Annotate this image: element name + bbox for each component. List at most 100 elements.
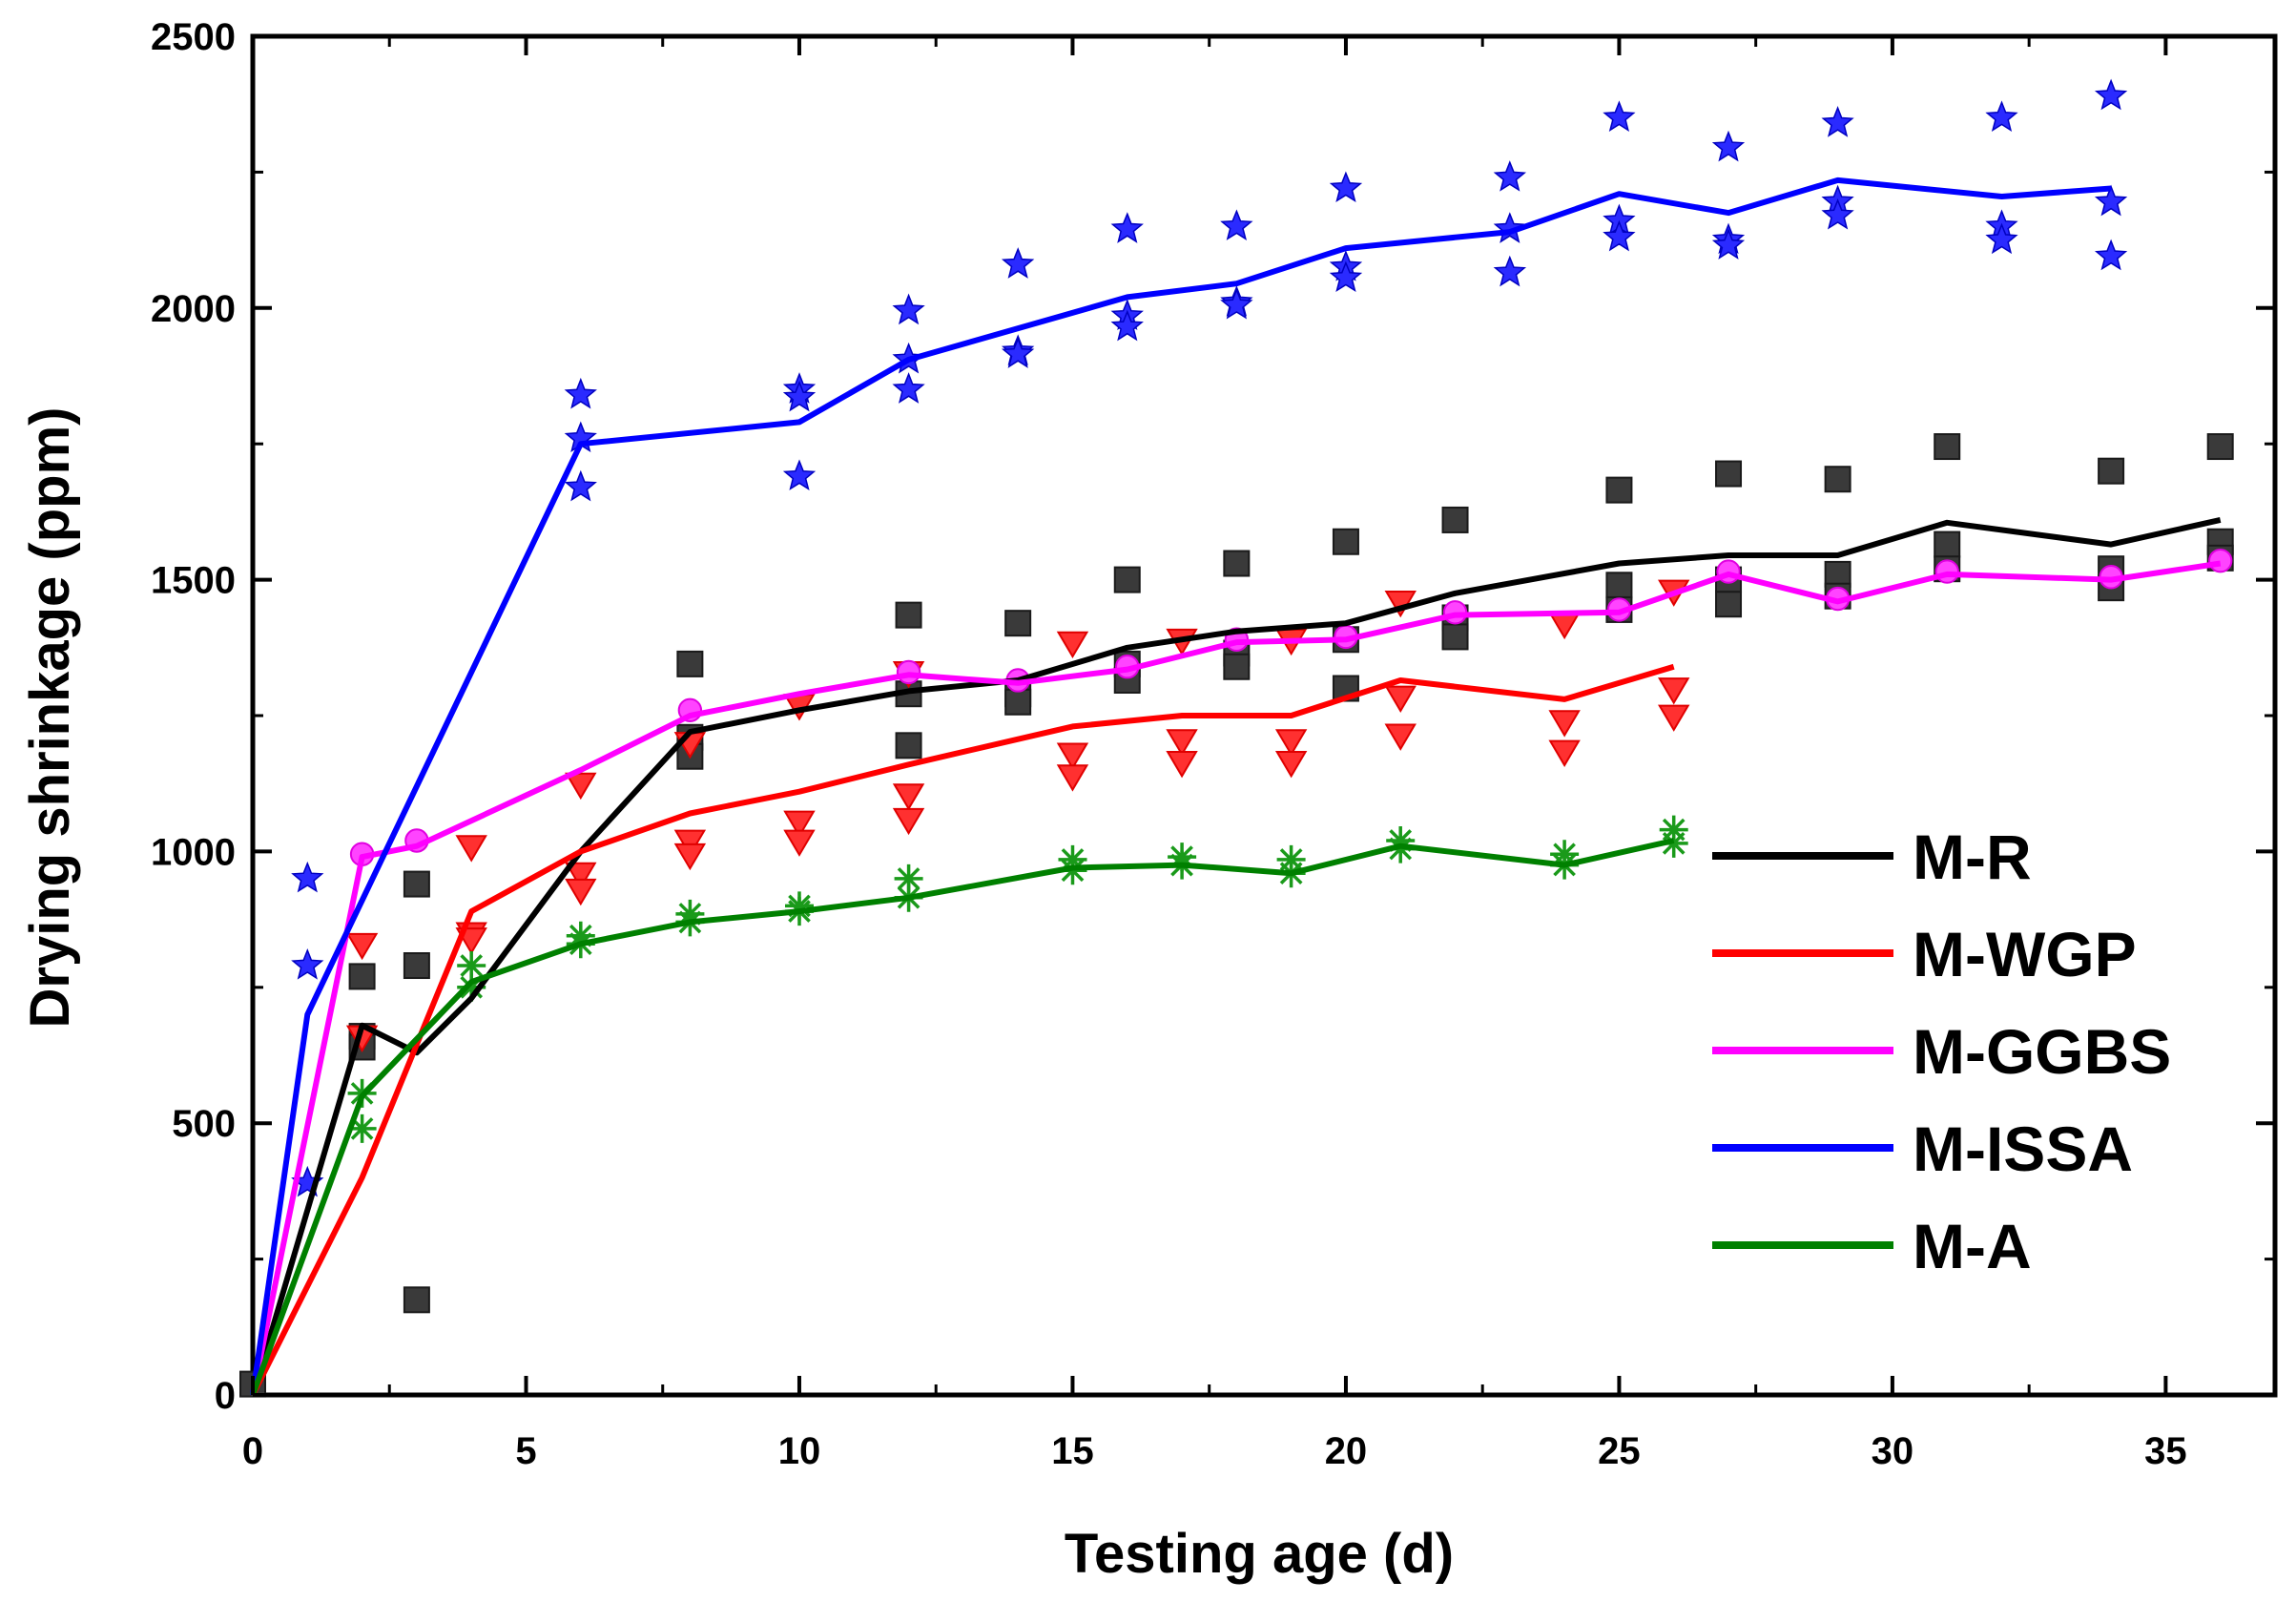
m-r-data-point	[1113, 566, 1141, 593]
m-issa-data-point	[1985, 222, 2018, 255]
m-wgp-data-point	[673, 829, 707, 857]
m-issa-data-point	[1821, 106, 1854, 137]
m-issa-data-point	[1001, 337, 1035, 368]
y-tick-label: 2500	[151, 16, 236, 58]
m-issa-data-point	[564, 377, 597, 409]
y-tick-label: 0	[215, 1375, 236, 1417]
m-r-data-point	[403, 1286, 430, 1314]
m-a-data-point	[457, 951, 486, 980]
m-issa-data-point	[892, 293, 925, 325]
m-wgp-data-point	[673, 843, 707, 871]
m-r-data-point	[676, 650, 704, 677]
m-issa-data-point	[1493, 255, 1527, 287]
m-r-data-point	[1715, 591, 1743, 618]
x-tick-label: 5	[515, 1430, 536, 1472]
m-a-data-point	[894, 863, 923, 893]
legend-label-m-r: M-R	[1913, 822, 2032, 892]
x-tick-label: 20	[1325, 1430, 1368, 1472]
m-wgp-data-point	[892, 783, 925, 811]
m-issa-data-point	[1603, 100, 1636, 133]
m-wgp-data-point	[783, 810, 816, 838]
m-wgp-data-point	[1548, 710, 1581, 738]
x-tick-label: 10	[778, 1430, 821, 1472]
m-r-data-point	[1223, 653, 1251, 680]
x-tick-label: 15	[1051, 1430, 1094, 1472]
m-a-series-line	[250, 838, 1675, 1397]
m-r-series-line	[250, 516, 2222, 1396]
m-issa-data-point	[1985, 100, 2018, 133]
m-r-data-point	[1332, 528, 1359, 555]
x-axis-title: Testing age (d)	[1065, 1523, 1454, 1585]
m-wgp-data-point	[345, 932, 379, 961]
series-m-wgp	[345, 579, 1690, 1052]
m-r-data-point	[1223, 550, 1251, 577]
m-r-data-point	[1004, 688, 1032, 716]
m-r-data-point	[1934, 433, 1961, 461]
m-wgp-data-point	[565, 772, 597, 801]
series-m-ggbs	[349, 548, 2233, 866]
legend: M-R M-WGP M-GGBS M-ISSA M-A	[1712, 822, 2171, 1281]
m-issa-data-point	[1110, 212, 1144, 243]
m-wgp-data-point	[1056, 764, 1089, 792]
m-wgp-data-point	[1056, 742, 1089, 770]
y-tick-label: 1000	[151, 831, 236, 873]
m-wgp-data-point	[1658, 677, 1690, 705]
x-tick-label: 35	[2144, 1430, 2187, 1472]
m-r-data-point	[403, 952, 430, 980]
m-issa-data-point	[1711, 228, 1746, 260]
m-issa-data-point	[1493, 212, 1527, 243]
m-wgp-data-point	[892, 807, 925, 836]
m-issa-data-point	[1711, 130, 1746, 162]
m-issa-data-point	[782, 380, 817, 412]
m-issa-data-point	[892, 372, 925, 404]
m-wgp-data-point	[1274, 729, 1308, 757]
m-wgp-data-point	[1384, 723, 1417, 751]
m-a-data-point	[347, 1113, 377, 1143]
m-issa-data-point	[1001, 247, 1035, 279]
m-issa-data-point	[1329, 260, 1363, 293]
m-r-data-point	[1605, 572, 1633, 599]
m-r-data-point	[403, 870, 430, 898]
m-wgp-data-point	[1658, 704, 1690, 732]
m-issa-data-point	[1329, 171, 1363, 203]
m-wgp-data-point	[1166, 729, 1198, 757]
x-tick-label: 25	[1598, 1430, 1641, 1472]
m-wgp-data-point	[1548, 739, 1581, 767]
m-wgp-data-point	[1384, 685, 1417, 713]
m-issa-data-point	[2094, 184, 2128, 217]
m-issa-data-point	[2094, 239, 2128, 271]
m-r-data-point	[1605, 476, 1633, 504]
m-wgp-data-point	[455, 835, 487, 863]
m-issa-data-point	[1493, 160, 1527, 192]
x-tick-label: 30	[1872, 1430, 1914, 1472]
m-r-data-point	[1004, 610, 1032, 637]
m-a-data-point	[457, 972, 486, 1002]
m-wgp-data-point	[1274, 751, 1308, 779]
m-r-data-point	[1715, 460, 1743, 488]
m-r-data-point	[1824, 466, 1851, 493]
m-r-data-point	[348, 963, 376, 990]
m-issa-data-point	[564, 469, 597, 502]
m-wgp-data-point	[1548, 612, 1581, 640]
m-r-data-point	[1934, 531, 1961, 558]
m-r-data-point	[1441, 506, 1469, 533]
m-issa-data-point	[1603, 219, 1636, 252]
series-m-a	[347, 815, 1688, 1143]
axis-ticks: 0 5 10 15 20 25 30 35 0 500 1000 1500 2000 2500	[151, 16, 2275, 1472]
legend-label-m-wgp: M-WGP	[1913, 919, 2137, 989]
m-ggbs-data-point	[2208, 548, 2233, 573]
m-issa-data-point	[1220, 209, 1253, 240]
m-r-data-point	[2206, 433, 2234, 461]
m-r-data-point	[1441, 623, 1469, 651]
m-issa-data-point	[2094, 78, 2128, 111]
y-axis-title: Drying shrinkage (ppm)	[19, 407, 81, 1029]
m-issa-data-point	[1220, 287, 1253, 320]
m-issa-data-point	[291, 947, 324, 980]
m-wgp-series-line	[250, 663, 1675, 1397]
m-issa-data-point	[291, 861, 324, 893]
m-wgp-data-point	[783, 829, 816, 857]
m-wgp-data-point	[565, 878, 597, 906]
m-ggbs-series-line	[250, 560, 2222, 1396]
m-wgp-data-point	[1056, 631, 1089, 659]
